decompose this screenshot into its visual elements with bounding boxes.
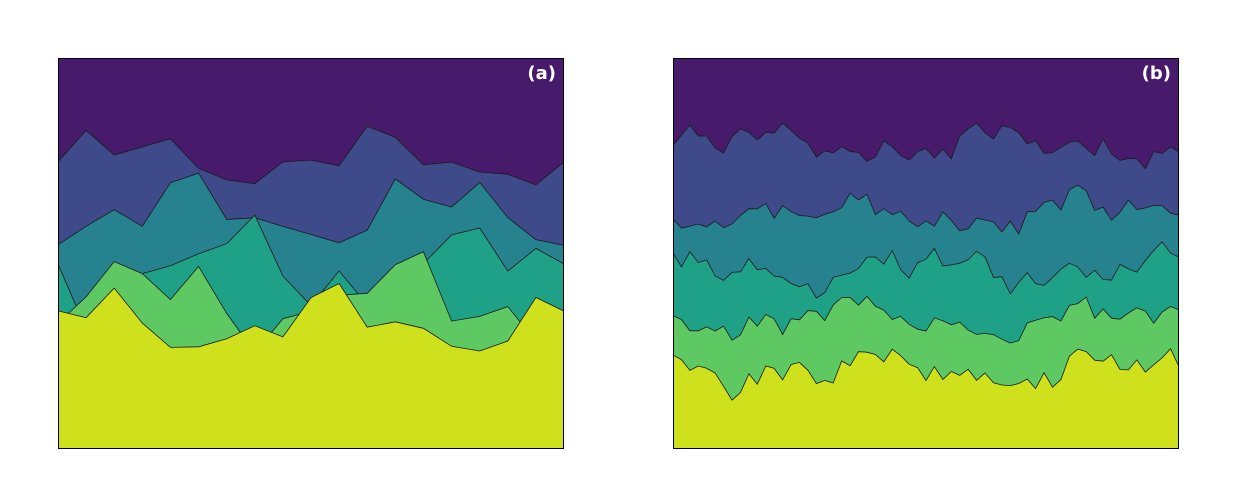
panel-label-b: (b)	[1141, 63, 1171, 84]
contour-plot-a	[58, 58, 564, 449]
contour-panel-a: (a)	[58, 58, 564, 449]
contour-band-5	[673, 347, 1179, 449]
panel-label-a: (a)	[527, 63, 556, 84]
contour-panel-b: (b)	[673, 58, 1179, 449]
contour-plot-b	[673, 58, 1179, 449]
contour-band-5	[58, 282, 564, 449]
